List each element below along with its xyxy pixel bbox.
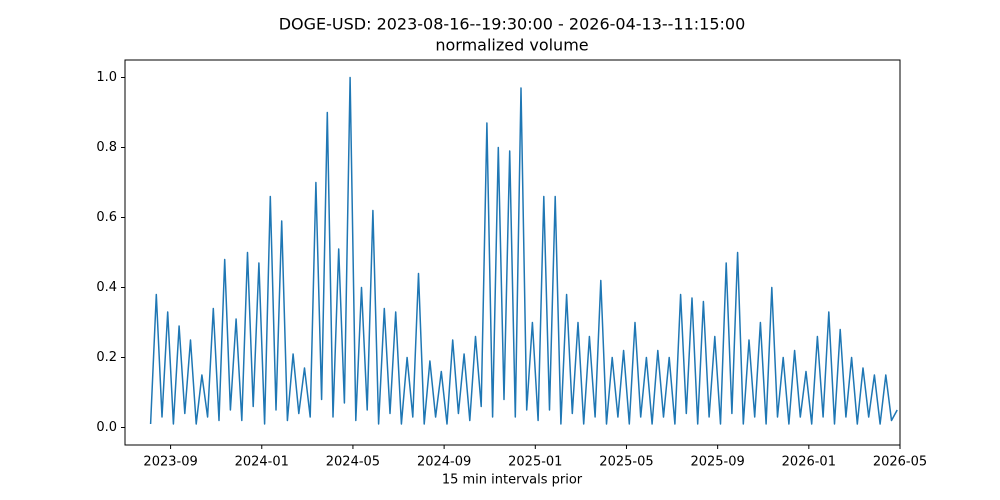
y-tick-label: 0.0 — [96, 420, 117, 435]
x-tick-label: 2025-05 — [599, 455, 653, 470]
chart-title: DOGE-USD: 2023-08-16--19:30:00 - 2026-04… — [279, 15, 746, 34]
chart-subtitle: normalized volume — [435, 36, 588, 55]
y-tick-label: 0.2 — [96, 350, 117, 365]
x-tick-label: 2024-09 — [417, 455, 471, 470]
x-tick-label: 2026-01 — [782, 455, 836, 470]
data-line — [149, 76, 898, 425]
x-tick-label: 2025-01 — [508, 455, 562, 470]
y-tick-label: 1.0 — [96, 70, 117, 85]
x-tick-label: 2023-09 — [143, 455, 197, 470]
x-tick-label: 2025-09 — [690, 455, 744, 470]
y-tick-label: 0.4 — [96, 280, 117, 295]
x-axis-label: 15 min intervals prior — [442, 473, 583, 488]
y-tick-label: 0.6 — [96, 210, 117, 225]
x-tick-label: 2024-01 — [235, 455, 289, 470]
x-tick-label: 2024-05 — [326, 455, 380, 470]
y-tick-label: 0.8 — [96, 140, 117, 155]
plot-frame — [124, 59, 901, 446]
x-tick-label: 2026-05 — [873, 455, 927, 470]
